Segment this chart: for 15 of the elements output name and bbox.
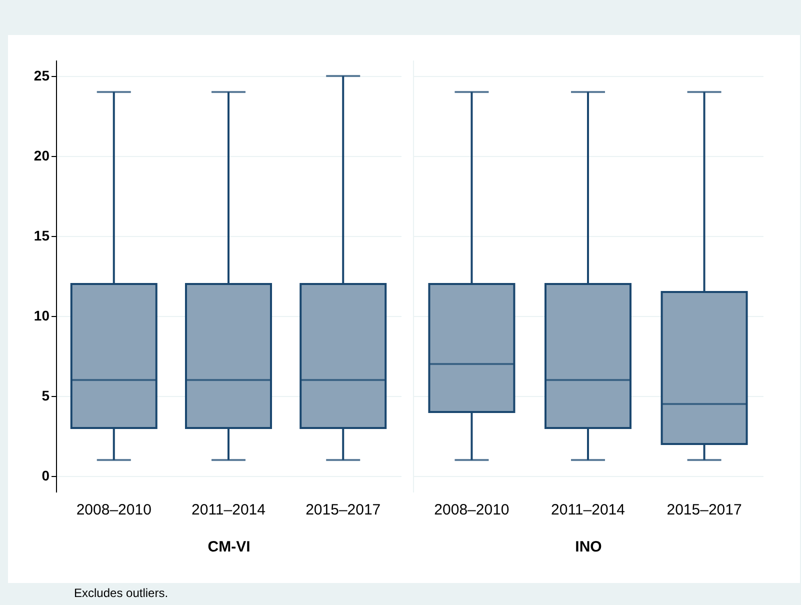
y-tick-label: 15: [34, 228, 50, 244]
x-tick-label: 2011–2014: [192, 502, 266, 518]
y-tick-label: 20: [34, 148, 50, 164]
x-tick-label: 2011–2014: [551, 502, 625, 518]
text: Excludes outliers.: [74, 586, 168, 600]
x-tick-label: 2008–2010: [76, 502, 152, 518]
y-tick-label: 25: [34, 68, 50, 84]
y-tick-label: 5: [42, 388, 50, 404]
x-tick-label: 2015–2017: [666, 502, 742, 518]
x-axis-title: CM-VI: [208, 538, 250, 556]
x-tick-label: 2008–2010: [434, 502, 510, 518]
x-axis-title: INO: [575, 538, 602, 556]
y-tick-label: 0: [42, 468, 50, 484]
y-tick-label: 10: [34, 308, 50, 324]
x-tick-label: 2015–2017: [306, 502, 381, 518]
